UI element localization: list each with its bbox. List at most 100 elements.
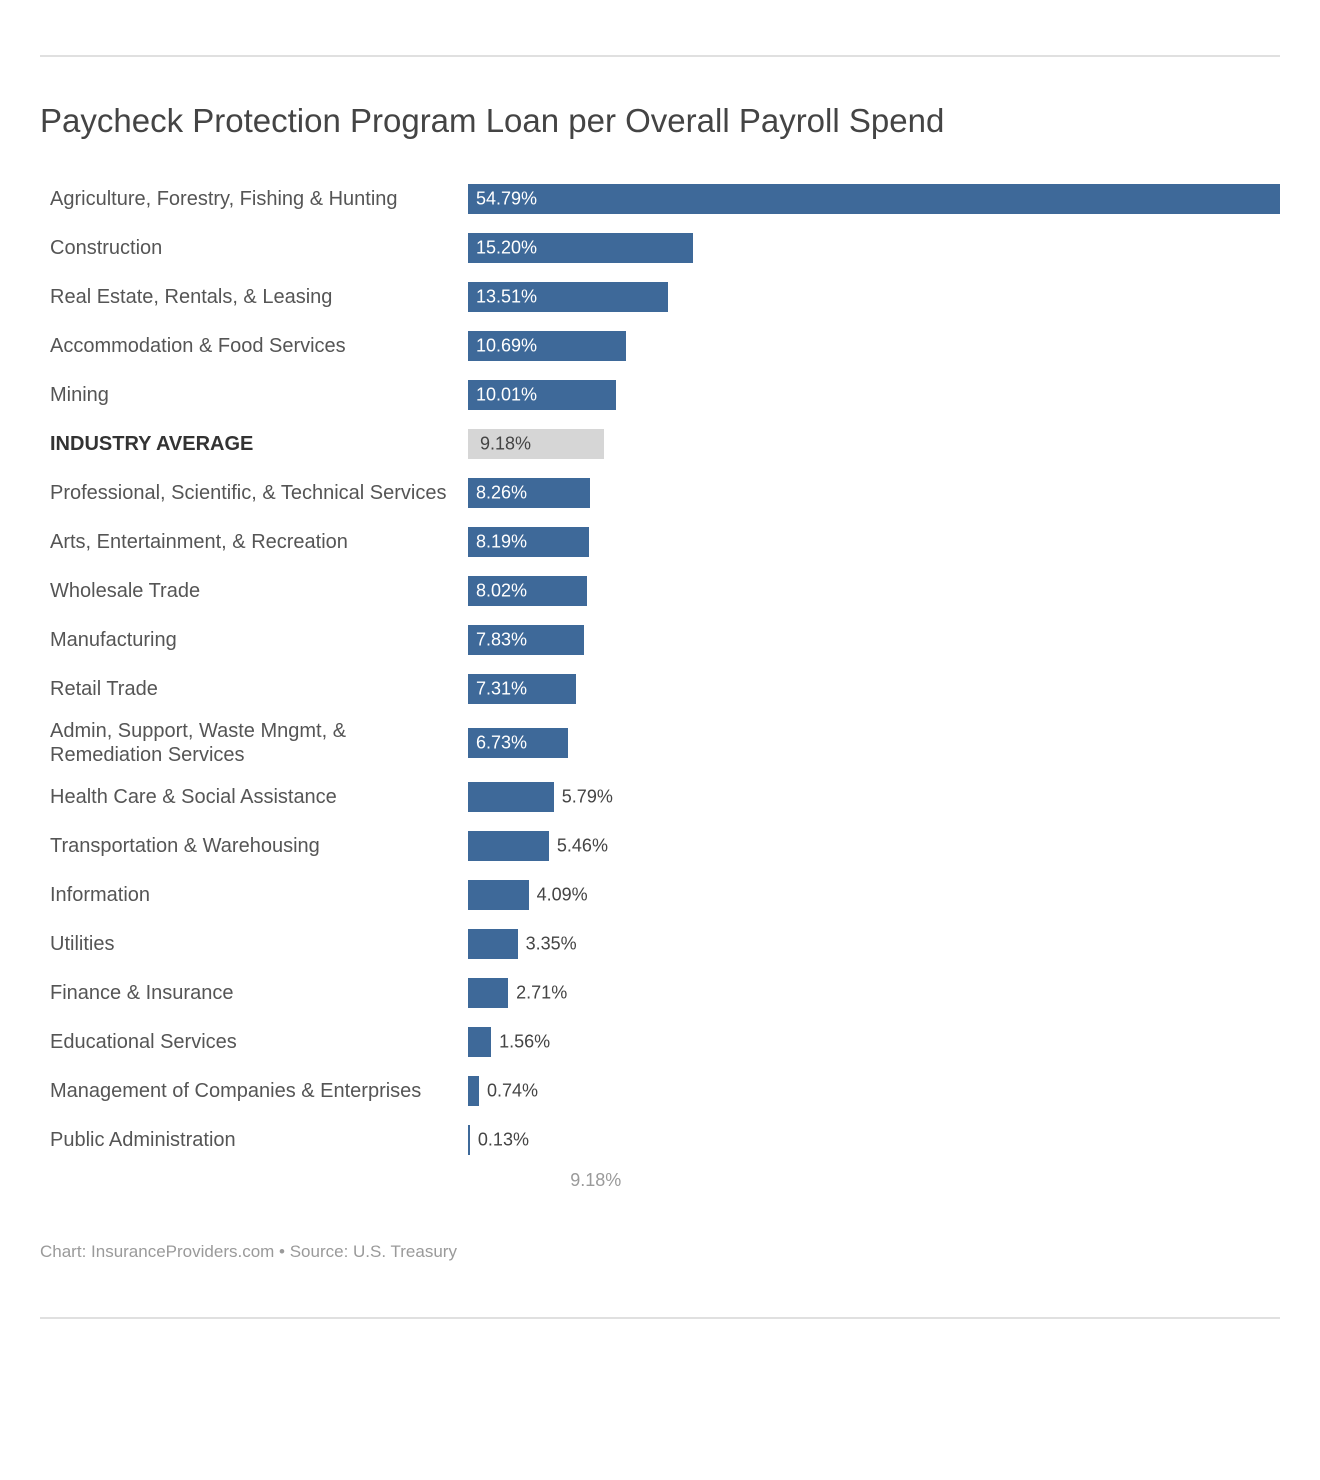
row-label: Management of Companies & Enterprises (50, 1079, 468, 1103)
row-label: Mining (50, 383, 468, 407)
chart-row: Wholesale Trade 8.02% (50, 572, 1280, 610)
chart-rows-box: Agriculture, Forestry, Fishing & Hunting… (50, 180, 1280, 1159)
divider-top (40, 55, 1280, 57)
bar (468, 929, 518, 959)
row-label: Health Care & Social Assistance (50, 785, 468, 809)
bar-area: 0.74% (468, 1076, 1280, 1106)
bar-chart: Agriculture, Forestry, Fishing & Hunting… (40, 180, 1280, 1159)
divider-bottom (40, 1317, 1280, 1319)
row-label: Public Administration (50, 1128, 468, 1152)
bar: 7.83% (468, 625, 584, 655)
chart-row: Professional, Scientific, & Technical Se… (50, 474, 1280, 512)
bar-value: 7.83% (476, 630, 527, 651)
bar-area: 9.18% (468, 429, 1280, 459)
bar: 9.18% (468, 429, 604, 459)
row-label: Manufacturing (50, 628, 468, 652)
chart-row: Construction 15.20% (50, 229, 1280, 267)
row-label: Educational Services (50, 1030, 468, 1054)
bar-value: 8.26% (476, 483, 527, 504)
bar-value: 7.31% (476, 679, 527, 700)
row-label: Real Estate, Rentals, & Leasing (50, 285, 468, 309)
axis-area: 9.18% (458, 1170, 1280, 1192)
bar (468, 831, 549, 861)
bar (468, 782, 554, 812)
chart-row: Transportation & Warehousing 5.46% (50, 827, 1280, 865)
bar-value: 10.01% (476, 385, 537, 406)
row-label: Professional, Scientific, & Technical Se… (50, 481, 468, 505)
chart-row: Information 4.09% (50, 876, 1280, 914)
chart-title: Paycheck Protection Program Loan per Ove… (40, 102, 1280, 140)
bar: 8.26% (468, 478, 590, 508)
bar (468, 1027, 491, 1057)
chart-row: Management of Companies & Enterprises0.7… (50, 1072, 1280, 1110)
bar-area: 7.31% (468, 674, 1280, 704)
chart-row: Retail Trade 7.31% (50, 670, 1280, 708)
bar-area: 6.73% (468, 728, 1280, 758)
bar: 6.73% (468, 728, 568, 758)
row-label: Retail Trade (50, 677, 468, 701)
bar-area: 10.01% (468, 380, 1280, 410)
chart-row: Agriculture, Forestry, Fishing & Hunting… (50, 180, 1280, 218)
bar-area: 3.35% (468, 929, 1280, 959)
row-label: INDUSTRY AVERAGE (50, 432, 468, 456)
bar: 10.69% (468, 331, 626, 361)
bar-value: 5.46% (557, 836, 608, 857)
row-label: Agriculture, Forestry, Fishing & Hunting (50, 187, 468, 211)
chart-row: Accommodation & Food Services 10.69% (50, 327, 1280, 365)
chart-row: Finance & Insurance 2.71% (50, 974, 1280, 1012)
chart-container: Paycheck Protection Program Loan per Ove… (0, 55, 1320, 1319)
bar-area: 15.20% (468, 233, 1280, 263)
bar (468, 978, 508, 1008)
bar-area: 54.79% (468, 184, 1280, 214)
bar-value: 2.71% (516, 983, 567, 1004)
row-label: Admin, Support, Waste Mngmt, & Remediati… (50, 719, 468, 767)
bar-value: 5.79% (562, 787, 613, 808)
chart-row: Admin, Support, Waste Mngmt, & Remediati… (50, 719, 1280, 767)
bar-area: 0.13% (468, 1125, 1280, 1155)
chart-row: Arts, Entertainment, & Recreation 8.19% (50, 523, 1280, 561)
row-label: Information (50, 883, 468, 907)
bar-area: 7.83% (468, 625, 1280, 655)
row-label: Arts, Entertainment, & Recreation (50, 530, 468, 554)
row-label: Construction (50, 236, 468, 260)
row-label: Utilities (50, 932, 468, 956)
chart-row: INDUSTRY AVERAGE 9.18% (50, 425, 1280, 463)
chart-row: Real Estate, Rentals, & Leasing 13.51% (50, 278, 1280, 316)
bar-area: 8.19% (468, 527, 1280, 557)
bar-value: 4.09% (537, 885, 588, 906)
chart-row: Public Administration 0.13% (50, 1121, 1280, 1159)
bar (468, 1076, 479, 1106)
bar: 54.79% (468, 184, 1280, 214)
bar-area: 10.69% (468, 331, 1280, 361)
bar-value: 3.35% (526, 934, 577, 955)
chart-row: Educational Services 1.56% (50, 1023, 1280, 1061)
bar-value: 9.18% (480, 434, 531, 455)
row-label: Accommodation & Food Services (50, 334, 468, 358)
bar-value: 13.51% (476, 287, 537, 308)
chart-row: Utilities 3.35% (50, 925, 1280, 963)
bar: 10.01% (468, 380, 616, 410)
bar-area: 1.56% (468, 1027, 1280, 1057)
bar: 8.19% (468, 527, 589, 557)
bar-area: 8.26% (468, 478, 1280, 508)
bar (468, 1125, 470, 1155)
row-label: Transportation & Warehousing (50, 834, 468, 858)
bar: 13.51% (468, 282, 668, 312)
bar-area: 5.79% (468, 782, 1280, 812)
chart-row: Manufacturing 7.83% (50, 621, 1280, 659)
bar-value: 0.13% (478, 1130, 529, 1151)
row-label: Wholesale Trade (50, 579, 468, 603)
row-label: Finance & Insurance (50, 981, 468, 1005)
bar-value: 54.79% (476, 189, 537, 210)
bar-value: 10.69% (476, 336, 537, 357)
bar-value: 15.20% (476, 238, 537, 259)
bar-value: 8.19% (476, 532, 527, 553)
bar-area: 8.02% (468, 576, 1280, 606)
bar-area: 5.46% (468, 831, 1280, 861)
chart-row: Mining 10.01% (50, 376, 1280, 414)
bar-value: 8.02% (476, 581, 527, 602)
bar (468, 880, 529, 910)
bar-value: 1.56% (499, 1032, 550, 1053)
chart-row: Health Care & Social Assistance 5.79% (50, 778, 1280, 816)
bar-value: 6.73% (476, 733, 527, 754)
